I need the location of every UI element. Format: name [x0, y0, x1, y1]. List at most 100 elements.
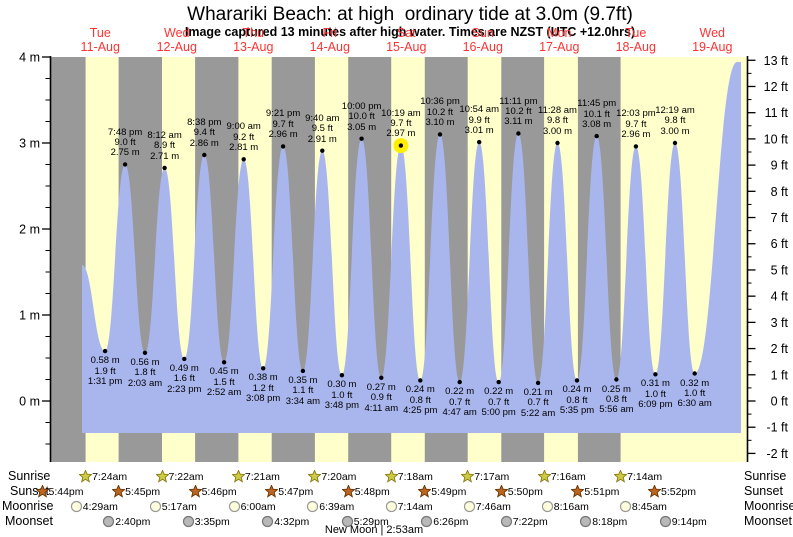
sunrise-star-icon — [613, 469, 628, 483]
low-tide-ft: 1.0 ft — [684, 387, 706, 399]
low-tide-ft: 1.0 ft — [644, 388, 666, 400]
day-name: Wed — [699, 26, 725, 40]
low-tide-ft: 1.0 ft — [331, 389, 353, 401]
moonrise-icon — [149, 500, 162, 513]
tide-point-dot — [241, 157, 246, 162]
sunset-time: 5:46pm — [201, 486, 237, 498]
low-tide-time: 5:35 pm — [559, 405, 595, 417]
moonrise-time: 7:14am — [397, 501, 433, 513]
low-tide-ft: 1.6 ft — [173, 373, 195, 385]
tide-point-dot — [300, 368, 306, 374]
sunset-star-icon — [187, 484, 203, 498]
moonrise-time: 6:39am — [319, 501, 355, 513]
sunset-star-icon — [264, 484, 280, 498]
high-tide-ft: 10.0 ft — [348, 111, 375, 123]
sunrise-star-icon — [78, 469, 93, 483]
moonrise-time: 5:17am — [161, 501, 197, 513]
high-tide-time: 11:28 am — [538, 105, 577, 116]
low-tide-ft: 0.8 ft — [566, 394, 588, 406]
sunrise-time: 7:24am — [92, 471, 128, 483]
high-tide-time: 10:00 pm — [341, 100, 382, 112]
high-tide-time: 9:00 am — [226, 121, 261, 133]
tide-point-dot — [142, 350, 148, 355]
axis-tick-label-ft: 8 ft — [771, 185, 789, 199]
high-tide-time: 12:03 pm — [616, 108, 656, 120]
low-tide-ft: 1.9 ft — [94, 365, 116, 377]
sunset-star-icon — [417, 484, 433, 498]
low-tide-label: 0.32 m 1.0 ft 6:30 am — [678, 378, 712, 410]
low-tide-m: 0.22 m — [445, 386, 475, 398]
high-tide-m: 3.05 m — [347, 121, 377, 133]
high-tide-time: 10:19 am — [381, 107, 421, 119]
moonrise-time: 7:46am — [475, 501, 511, 513]
high-tide-label: 11:11 pm 10.2 ft 3.11 m — [499, 96, 537, 128]
low-tide-label: 0.58 m 1.9 ft 1:31 pm — [88, 355, 122, 387]
axis-tick-label-ft: -2 ft — [766, 447, 788, 461]
sunset-star-icon — [34, 484, 50, 498]
low-tide-ft: 0.9 ft — [370, 392, 392, 404]
axis-tick-label-m: 3 m — [19, 137, 40, 151]
moonset-time: 6:26pm — [433, 516, 469, 528]
moonset-icon — [182, 515, 195, 528]
low-tide-label: 0.22 m 0.7 ft 4:47 am — [443, 386, 477, 418]
day-label: Tue 11-Aug — [81, 26, 120, 54]
low-tide-m: 0.45 m — [209, 366, 239, 378]
tide-point-dot — [398, 143, 404, 148]
high-tide-time: 8:12 am — [147, 129, 182, 141]
high-tide-ft: 9.7 ft — [625, 118, 647, 130]
axis-tick-label-m: 1 m — [19, 309, 40, 323]
tide-curve — [82, 62, 741, 433]
day-date: 15-Aug — [386, 39, 427, 54]
high-tide-ft: 10.2 ft — [426, 106, 454, 118]
high-tide-m: 3.08 m — [582, 118, 612, 130]
high-tide-time: 8:38 pm — [187, 117, 222, 128]
low-tide-ft: 1.5 ft — [213, 376, 235, 388]
axis-tick-label-ft: -1 ft — [766, 421, 788, 435]
axis-tick-label-m: 0 m — [19, 395, 40, 409]
day-label: Mon 17-Aug — [539, 26, 580, 54]
low-tide-ft: 0.8 ft — [605, 393, 627, 405]
axis-tick-label-m: 4 m — [19, 51, 40, 65]
sunset-label-right: Sunset — [744, 484, 783, 498]
tide-point-dot — [122, 162, 128, 167]
day-name: Fri — [322, 26, 338, 40]
sunrise-star-icon — [536, 469, 552, 483]
low-tide-ft: 1.8 ft — [134, 367, 156, 379]
day-name: Tue — [625, 26, 647, 40]
day-name: Mon — [547, 26, 572, 40]
day-name: Sun — [471, 26, 494, 40]
high-tide-label: 10:36 pm 10.2 ft 3.10 m — [420, 96, 460, 128]
tide-point-dot — [516, 131, 521, 136]
sunset-time: 5:48pm — [354, 486, 390, 498]
high-tide-label: 12:19 am 9.8 ft 3.00 m — [655, 105, 695, 137]
low-tide-m: 0.22 m — [484, 386, 514, 398]
high-tide-m: 2.97 m — [386, 128, 416, 140]
day-date: 17-Aug — [539, 39, 580, 54]
moonrise-icon — [228, 500, 241, 513]
high-tide-ft: 9.9 ft — [468, 114, 490, 126]
day-date: 14-Aug — [309, 39, 350, 54]
low-tide-label: 0.45 m 1.5 ft 2:52 am — [207, 366, 241, 398]
low-tide-m: 0.25 m — [601, 383, 631, 395]
low-tide-ft: 0.7 ft — [488, 396, 510, 408]
sunset-time: 5:45pm — [125, 486, 161, 498]
moonrise-icon — [385, 500, 398, 513]
tide-point-dot — [359, 136, 364, 141]
high-tide-m: 2.75 m — [110, 147, 140, 159]
high-tide-time: 9:21 pm — [265, 108, 301, 120]
moonrise-icon — [619, 500, 632, 513]
day-date: 12-Aug — [156, 39, 197, 54]
low-tide-label: 0.56 m 1.8 ft 2:03 am — [128, 357, 162, 389]
high-tide-label: 9:40 am 9.5 ft 2.91 m — [305, 113, 339, 145]
sunrise-time: 7:21am — [244, 471, 280, 483]
low-tide-ft: 0.7 ft — [449, 396, 471, 408]
moonset-time: 3:35pm — [194, 516, 230, 528]
low-tide-time: 5:22 am — [520, 407, 556, 419]
high-tide-ft: 9.8 ft — [546, 115, 569, 127]
chart-title: Wharariki Beach: at high ordinary tide a… — [187, 4, 633, 25]
low-tide-m: 0.58 m — [90, 355, 120, 367]
sunrise-time: 7:22am — [168, 471, 204, 483]
moonset-time: 4:32pm — [274, 516, 310, 528]
high-tide-ft: 9.4 ft — [193, 127, 215, 139]
